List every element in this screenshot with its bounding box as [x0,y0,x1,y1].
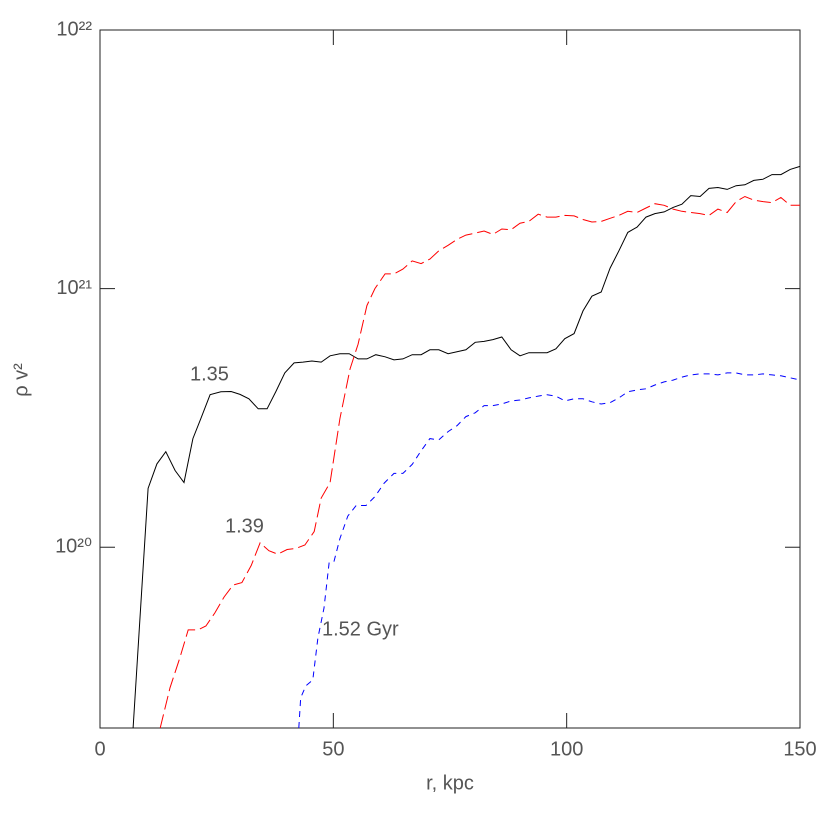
y-axis-label: ρ v² [10,363,32,397]
plot-frame [99,29,801,729]
series-line [159,195,800,729]
y-tick-label: 10²⁰ [55,536,92,558]
series-label: 1.39 [225,515,264,537]
y-tick-label: 10²² [56,18,92,40]
x-tick-label: 50 [322,738,344,760]
x-tick-label: 100 [550,738,583,760]
x-axis-label: r, kpc [426,772,474,794]
x-tick-label: 150 [783,738,816,760]
series-line [298,372,801,729]
series-label: 1.35 [190,363,229,385]
series-label: 1.52 Gyr [322,618,399,640]
y-tick-label: 10²¹ [56,277,92,299]
x-tick-label: 0 [94,738,105,760]
series-line [132,165,801,729]
